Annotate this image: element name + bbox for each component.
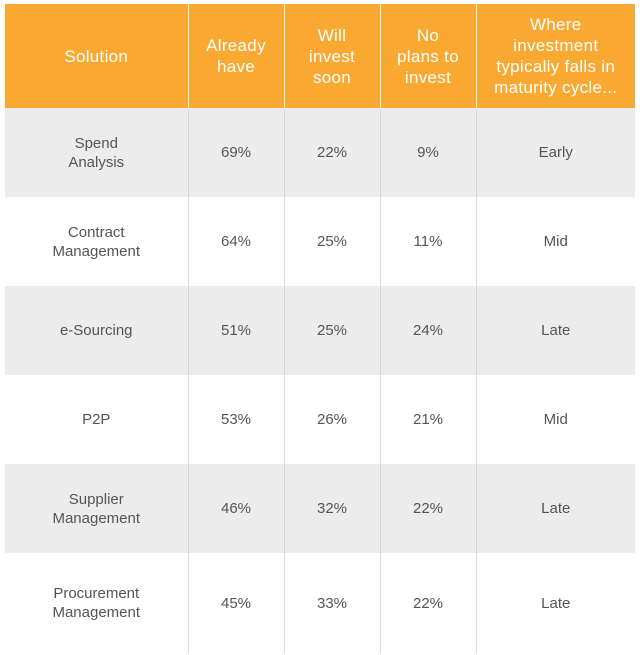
- header-line: No: [416, 25, 440, 45]
- no-plans-cell: 21%: [380, 375, 477, 464]
- header-already-have: Already have: [188, 4, 285, 108]
- no-plans-cell: 9%: [380, 108, 477, 197]
- already-have-cell: 51%: [188, 286, 285, 375]
- investment-table-container: Solution Already have Will invest soon N…: [5, 4, 635, 653]
- header-line: Will: [317, 25, 347, 45]
- solution-line: Spend: [74, 134, 118, 152]
- header-line: invest: [404, 67, 452, 87]
- header-line: plans to: [397, 46, 459, 66]
- no-plans-cell: 11%: [380, 197, 477, 286]
- already-have-cell: 64%: [188, 197, 285, 286]
- will-invest-soon-cell: 22%: [284, 108, 381, 197]
- solution-cell: P2P: [5, 375, 189, 464]
- header-line: investment: [513, 36, 599, 55]
- header-row: Solution Already have Will invest soon N…: [5, 4, 635, 108]
- maturity-cell: Late: [476, 286, 635, 375]
- header-line: Where: [529, 15, 582, 34]
- header-line: have: [216, 57, 256, 76]
- solution-line: Supplier: [68, 490, 124, 508]
- will-invest-soon-cell: 25%: [284, 197, 381, 286]
- header-line: soon: [312, 67, 352, 87]
- table-row: Supplier Management 46% 32% 22% Late: [5, 464, 635, 553]
- solution-line: Contract: [67, 223, 125, 241]
- header-no-plans: No plans to invest: [380, 4, 477, 108]
- solution-line: P2P: [82, 411, 111, 428]
- maturity-cell: Mid: [476, 197, 635, 286]
- solution-cell: Contract Management: [5, 197, 189, 286]
- solution-line: Analysis: [68, 153, 125, 171]
- maturity-cell: Late: [476, 553, 635, 653]
- no-plans-cell: 22%: [380, 464, 477, 553]
- solution-line: Management: [52, 604, 141, 621]
- already-have-cell: 46%: [188, 464, 285, 553]
- solution-line: Management: [52, 242, 141, 260]
- solution-cell: e-Sourcing: [5, 286, 189, 375]
- header-solution: Solution: [5, 4, 189, 108]
- solution-cell: Supplier Management: [5, 464, 189, 553]
- header-line: invest: [308, 46, 356, 66]
- header-line: maturity cycle...: [494, 78, 618, 97]
- header-line: Already: [206, 36, 266, 55]
- solution-cell: Procurement Management: [5, 553, 189, 653]
- header-will-invest-soon: Will invest soon: [284, 4, 381, 108]
- table-row: P2P 53% 26% 21% Mid: [5, 375, 635, 464]
- solution-cell: Spend Analysis: [5, 108, 189, 197]
- table-row: Spend Analysis 69% 22% 9% Early: [5, 108, 635, 197]
- already-have-cell: 69%: [188, 108, 285, 197]
- table-row: Contract Management 64% 25% 11% Mid: [5, 197, 635, 286]
- no-plans-cell: 22%: [380, 553, 477, 653]
- already-have-cell: 45%: [188, 553, 285, 653]
- investment-table: Solution Already have Will invest soon N…: [5, 4, 635, 653]
- table-row: e-Sourcing 51% 25% 24% Late: [5, 286, 635, 375]
- solution-line: Management: [52, 509, 141, 527]
- header-line: Solution: [64, 46, 129, 66]
- solution-line: Procurement: [53, 585, 140, 602]
- will-invest-soon-cell: 25%: [284, 286, 381, 375]
- table-row: Procurement Management 45% 33% 22% Late: [5, 553, 635, 653]
- maturity-cell: Early: [476, 108, 635, 197]
- maturity-cell: Late: [476, 464, 635, 553]
- no-plans-cell: 24%: [380, 286, 477, 375]
- will-invest-soon-cell: 26%: [284, 375, 381, 464]
- already-have-cell: 53%: [188, 375, 285, 464]
- maturity-cell: Mid: [476, 375, 635, 464]
- will-invest-soon-cell: 33%: [284, 553, 381, 653]
- will-invest-soon-cell: 32%: [284, 464, 381, 553]
- header-line: typically falls in: [496, 57, 616, 76]
- solution-line: e-Sourcing: [59, 322, 133, 339]
- header-maturity-cycle: Where investment typically falls in matu…: [476, 4, 635, 108]
